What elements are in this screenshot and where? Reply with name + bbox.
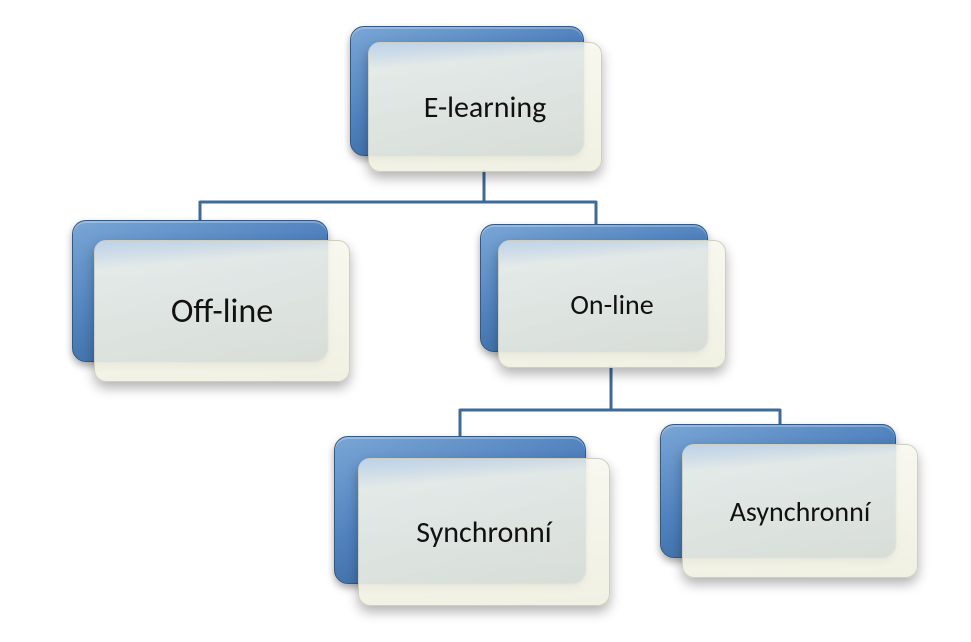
node-label: Synchronní <box>416 514 551 551</box>
node-label: Off-line <box>171 291 273 332</box>
diagram-stage: E-learning Off-line On-line Synchronní Async… <box>0 0 971 642</box>
connector-online-async <box>611 366 780 424</box>
connector-root-offline <box>200 170 484 220</box>
node-label: E-learning <box>424 89 547 126</box>
connector-online-sync <box>460 366 611 436</box>
node-front: Asynchronní <box>682 444 918 578</box>
node-front: Off-line <box>94 240 350 382</box>
node-front: Synchronní <box>358 458 610 606</box>
node-label: Asynchronní <box>730 494 871 529</box>
node-label: On-line <box>570 287 653 322</box>
node-front: E-learning <box>368 42 602 172</box>
connector-root-online <box>484 170 596 224</box>
node-front: On-line <box>498 240 726 368</box>
